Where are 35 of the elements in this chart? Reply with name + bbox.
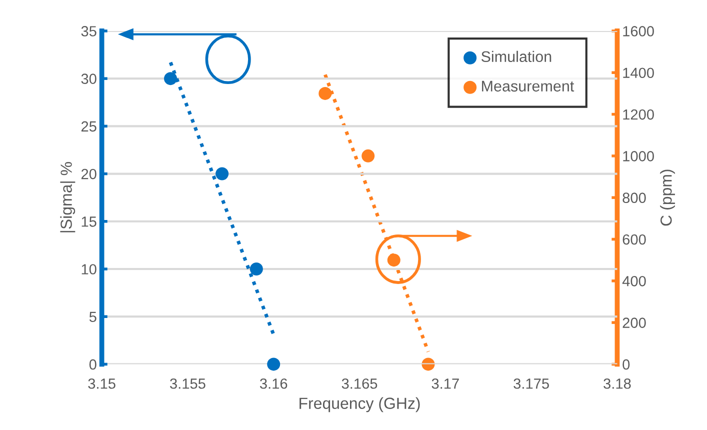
x-tick-label: 3.175 <box>514 378 549 389</box>
y-tick-label: 0 <box>89 359 96 370</box>
y-tick-label: 35 <box>81 26 96 36</box>
x-tick-label: 3.18 <box>604 378 631 389</box>
y-tick-label: 25 <box>81 121 96 132</box>
y2-tick-label: 1000 <box>623 151 654 162</box>
y2-tick-label: 800 <box>622 192 646 204</box>
point <box>362 149 375 162</box>
point <box>216 167 229 180</box>
y-axis-title: |Sigma| % <box>60 162 76 232</box>
point <box>250 262 263 276</box>
legend-label: Measurement <box>482 80 574 92</box>
x-tick-label: 3.16 <box>260 378 288 389</box>
y2-tick-label: 1200 <box>623 109 654 120</box>
x-tick-label: 3.17 <box>432 378 459 389</box>
y2-axis-title: C (ppm) <box>660 170 675 226</box>
y-tick-label: 20 <box>81 168 96 180</box>
point <box>267 358 280 371</box>
y2-tick-label: 1600 <box>623 26 654 36</box>
x-tick-label: 3.15 <box>88 378 116 389</box>
point <box>318 86 332 100</box>
y-tick-label: 10 <box>82 264 96 274</box>
point <box>164 72 178 86</box>
legend-label: Simulation <box>481 50 552 62</box>
x-axis-title: Frequency (GHz) <box>300 397 420 412</box>
x-tick-label: 3.165 <box>342 378 378 389</box>
y-tick-label: 15 <box>82 216 96 227</box>
y-tick-label: 30 <box>81 74 96 84</box>
y2-tick-label: 0 <box>622 359 630 370</box>
y2-tick-label: 400 <box>622 276 646 286</box>
y-tick-label: 5 <box>89 312 96 322</box>
y2-tick-label: 1400 <box>623 68 654 78</box>
x-tick-label: 3.155 <box>170 378 206 389</box>
y2-tick-label: 600 <box>622 234 646 245</box>
y2-tick-label: 200 <box>622 318 646 328</box>
